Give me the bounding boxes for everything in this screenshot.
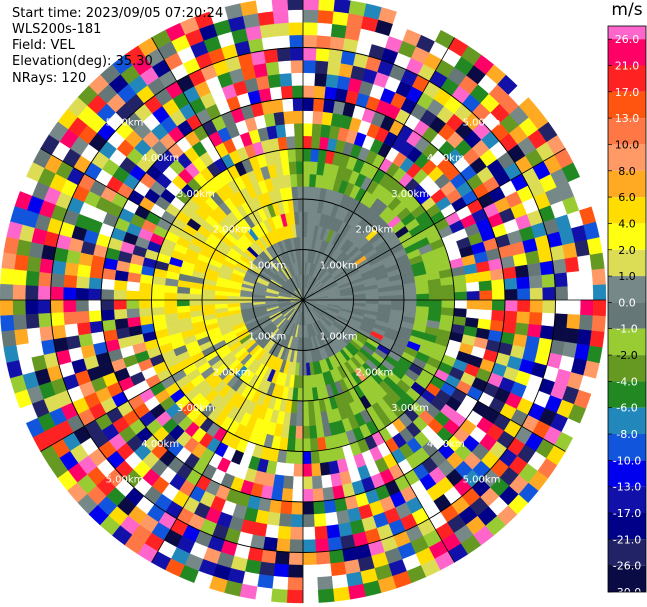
nrays-label: NRays: 120 — [12, 71, 87, 86]
colorbar-tick-label: -2.0 — [616, 349, 637, 362]
colorbar-tick-label: -13.0 — [613, 481, 641, 494]
colorbar-tick-label: 17.0 — [615, 86, 640, 99]
field-label: Field: VEL — [12, 38, 75, 53]
colorbar-tick-label: 2.0 — [618, 244, 636, 257]
colorbar-tick-label: 26.0 — [615, 33, 640, 46]
start-time-label: Start time: 2023/09/05 07:20:24 — [12, 6, 224, 21]
gate-cell — [333, 0, 351, 14]
colorbar-tick-label: -10.0 — [613, 454, 641, 467]
colorbar-tick-label: -8.0 — [616, 428, 637, 441]
elevation-label: Elevation(deg): 35.30 — [12, 54, 153, 69]
gate-cell — [0, 283, 14, 301]
instrument-label: WLS200s-181 — [12, 22, 102, 37]
gate-cell — [271, 0, 289, 12]
colorbar-tick-label: 6.0 — [618, 191, 636, 204]
colorbar-tick-label: -4.0 — [616, 375, 637, 388]
gate-cell — [317, 0, 335, 12]
gate-cell — [302, 0, 319, 11]
colorbar-tick-label: 13.0 — [615, 112, 640, 125]
colorbar-tick-label: 21.0 — [615, 60, 640, 73]
colorbar-tick-label: 1.0 — [618, 270, 636, 283]
colorbar-tick-label: -6.0 — [616, 402, 637, 415]
colorbar-tick-label: -17.0 — [613, 507, 641, 520]
colorbar-tick-label: 4.0 — [618, 217, 636, 230]
colorbar-tick-label: -1.0 — [616, 323, 637, 336]
gate-cell — [287, 0, 304, 11]
colorbar-tick-label: 0.0 — [618, 296, 636, 309]
colorbar-tick-label: -30.0 — [613, 586, 641, 599]
colorbar-tick-label: 10.0 — [615, 139, 640, 152]
colorbar-tick-label: -21.0 — [613, 533, 641, 546]
colorbar-tick-label: 8.0 — [618, 165, 636, 178]
colorbar-tick-label: -26.0 — [613, 560, 641, 573]
velocity-gates — [0, 0, 607, 604]
colorbar-unit: m/s — [611, 0, 643, 20]
